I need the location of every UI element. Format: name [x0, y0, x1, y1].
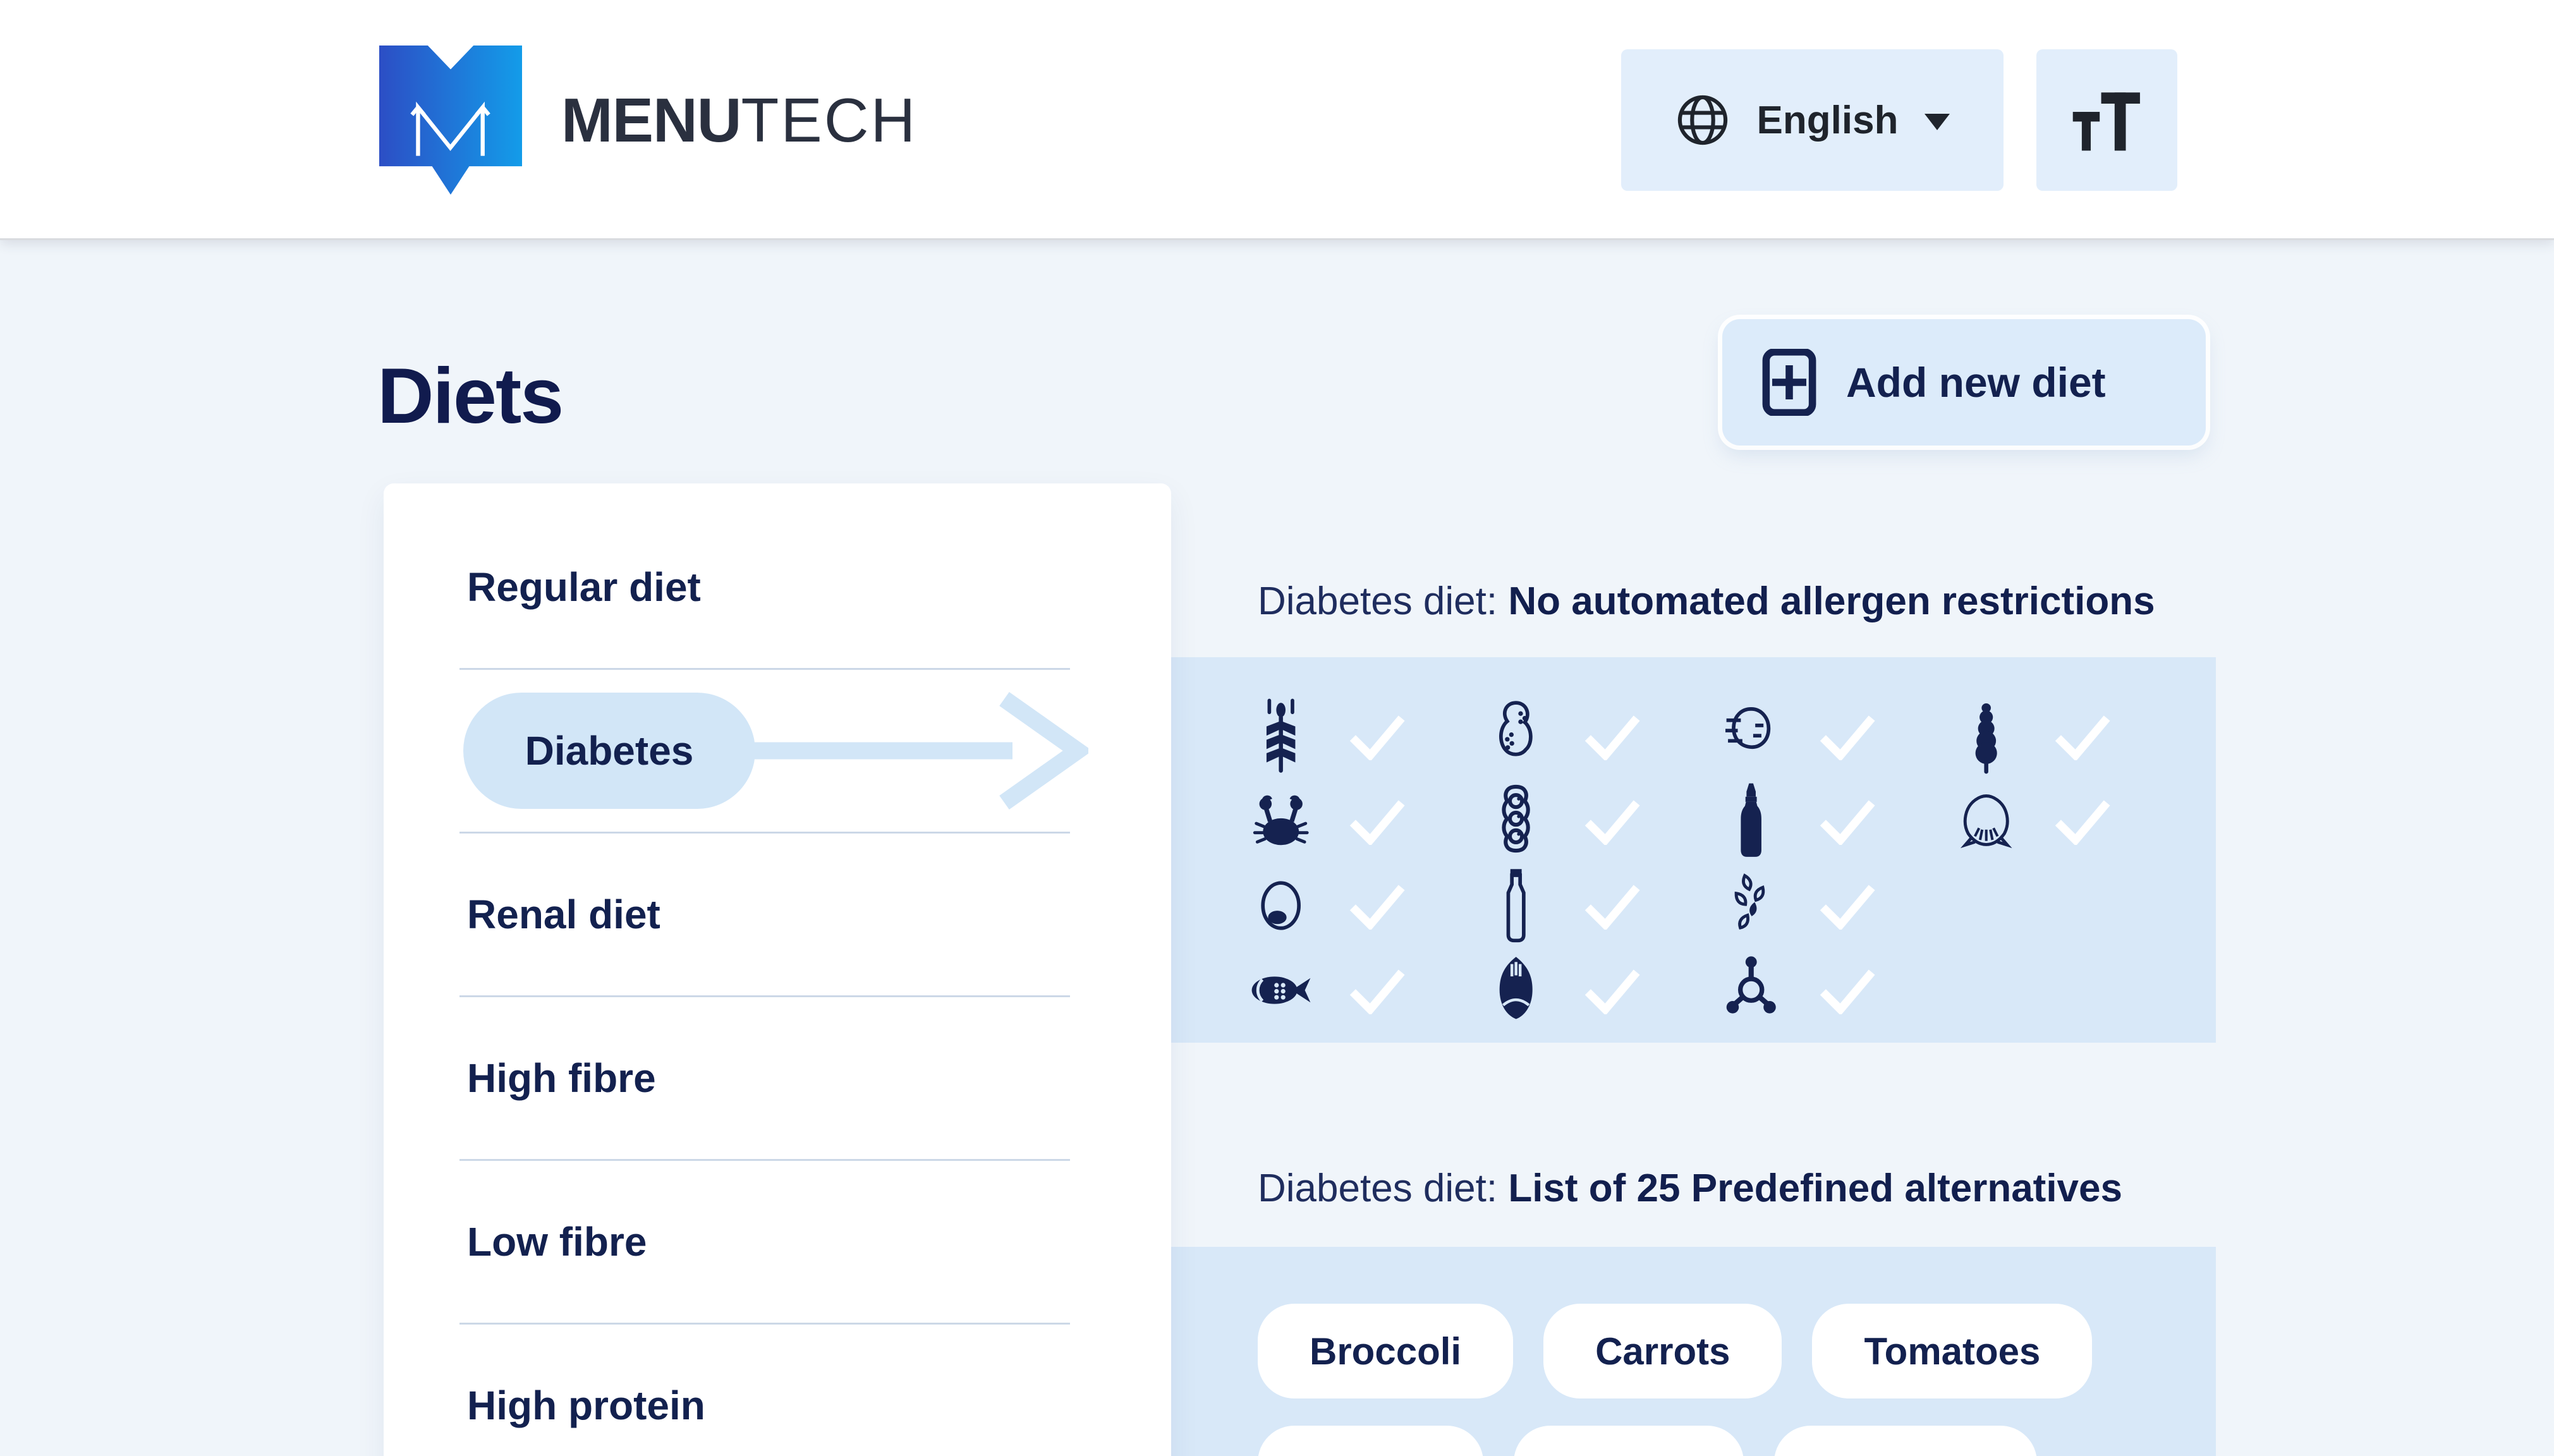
check-icon — [1583, 712, 1641, 760]
check-icon — [1583, 966, 1641, 1014]
diet-item-diabetes[interactable]: Diabetes — [384, 670, 1171, 832]
selected-diet-arrow-icon — [725, 690, 1088, 811]
header-actions: English — [1621, 49, 2177, 191]
divider — [459, 995, 1070, 997]
alternatives-list: Broccoli Carrots Tomatoes Lentils Apples Avoc… — [1171, 1247, 2216, 1456]
allergen-gluten[interactable] — [1248, 696, 1483, 776]
diet-item-regular-diet[interactable]: Regular diet — [384, 506, 1171, 668]
allergen-fish[interactable] — [1248, 950, 1483, 1030]
check-icon — [1818, 797, 1876, 845]
check-icon — [1348, 882, 1406, 930]
diet-item-label: Regular diet — [467, 564, 701, 610]
crab-icon — [1248, 781, 1314, 861]
allergen-panel — [1171, 657, 2216, 1043]
check-icon — [1818, 882, 1876, 930]
allergen-eggs[interactable] — [1248, 866, 1483, 945]
selected-diet-pill[interactable]: Diabetes — [463, 693, 755, 809]
menutech-logo-icon — [379, 46, 522, 195]
allergen-milk[interactable] — [1483, 866, 1718, 945]
divider — [459, 1159, 1070, 1161]
sulphites-icon — [1718, 950, 1784, 1030]
diet-item-high-fibre[interactable]: High fibre — [384, 997, 1171, 1159]
mustard-icon — [1718, 781, 1784, 861]
brand-wordmark-light: TECH — [741, 85, 918, 155]
egg-icon — [1248, 866, 1314, 945]
check-icon — [1348, 966, 1406, 1014]
diet-item-label: Renal diet — [467, 892, 660, 937]
soybean-icon — [1483, 781, 1549, 861]
allergen-heading: Diabetes diet: No automated allergen res… — [1258, 579, 2155, 624]
brand-logo[interactable]: MENUTECH — [379, 46, 917, 195]
allergen-molluscs[interactable] — [1954, 781, 2189, 861]
alternative-pill-broccoli[interactable]: Broccoli — [1258, 1304, 1514, 1398]
diet-item-renal-diet[interactable]: Renal diet — [384, 834, 1171, 995]
celery-icon — [1718, 696, 1784, 776]
sesame-icon — [1718, 866, 1784, 945]
diet-item-high-protein[interactable]: High protein — [384, 1325, 1171, 1456]
allergen-heading-prefix: Diabetes diet: — [1258, 579, 1509, 623]
diet-item-label: Diabetes — [525, 728, 694, 774]
allergen-celery[interactable] — [1718, 696, 1954, 776]
allergen-soybeans[interactable] — [1483, 781, 1718, 861]
allergen-sesame[interactable] — [1718, 866, 1954, 945]
alternatives-panel: Broccoli Carrots Tomatoes Lentils Apples Avoc… — [1171, 1247, 2216, 1456]
alternative-pill-avocado[interactable]: Avocado — [1774, 1426, 2037, 1456]
diet-item-label: Low fibre — [467, 1219, 647, 1265]
alternatives-row: Broccoli Carrots Tomatoes — [1258, 1304, 2216, 1398]
divider — [459, 1323, 1070, 1325]
divider — [459, 668, 1070, 670]
hazelnut-icon — [1483, 950, 1549, 1030]
diet-item-label: High fibre — [467, 1055, 656, 1101]
check-icon — [2053, 712, 2112, 760]
brand-wordmark-bold: MENU — [561, 85, 742, 155]
alternative-pill-apples[interactable]: Apples — [1514, 1426, 1744, 1456]
alternative-pill-tomatoes[interactable]: Tomatoes — [1812, 1304, 2093, 1398]
alternatives-heading-bold: List of 25 Predefined alternatives — [1508, 1167, 2122, 1210]
check-icon — [1583, 797, 1641, 845]
page-title: Diets — [377, 353, 564, 440]
check-icon — [1348, 797, 1406, 845]
text-size-button[interactable] — [2036, 49, 2177, 191]
allergen-mustard[interactable] — [1718, 781, 1954, 861]
check-icon — [2053, 797, 2112, 845]
diet-item-label: High protein — [467, 1383, 705, 1428]
peanut-icon — [1483, 696, 1549, 776]
add-new-diet-button[interactable]: Add new diet — [1722, 319, 2206, 446]
divider — [459, 832, 1070, 834]
check-icon — [1818, 712, 1876, 760]
lupin-icon — [1954, 696, 2019, 776]
alternative-pill-carrots[interactable]: Carrots — [1543, 1304, 1782, 1398]
language-selector-button[interactable]: English — [1621, 49, 2004, 191]
check-icon — [1818, 966, 1876, 1014]
shell-icon — [1954, 781, 2019, 861]
allergen-heading-bold: No automated allergen restrictions — [1508, 579, 2155, 623]
alternatives-heading-prefix: Diabetes diet: — [1258, 1167, 1509, 1210]
alternatives-row: Lentils Apples Avocado — [1258, 1426, 2216, 1456]
allergen-crustaceans[interactable] — [1248, 781, 1483, 861]
allergen-peanuts[interactable] — [1483, 696, 1718, 776]
alternatives-heading: Diabetes diet: List of 25 Predefined alt… — [1258, 1166, 2122, 1211]
fish-icon — [1248, 950, 1314, 1030]
diet-item-low-fibre[interactable]: Low fibre — [384, 1161, 1171, 1323]
check-icon — [1348, 712, 1406, 760]
text-size-icon — [2070, 86, 2144, 154]
allergen-sulphites[interactable] — [1718, 950, 1954, 1030]
allergen-nuts[interactable] — [1483, 950, 1718, 1030]
globe-icon — [1675, 92, 1730, 148]
milk-icon — [1483, 866, 1549, 945]
header: MENUTECH English — [0, 0, 2554, 240]
diet-list-card: Regular diet Diabetes Renal diet High fibre… — [384, 483, 1171, 1456]
brand-wordmark: MENUTECH — [561, 85, 917, 156]
alternative-pill-lentils[interactable]: Lentils — [1258, 1426, 1484, 1456]
diet-list: Regular diet Diabetes Renal diet High fibre… — [384, 506, 1171, 1456]
chevron-down-icon — [1925, 114, 1950, 130]
language-label: English — [1756, 98, 1899, 142]
check-icon — [1583, 882, 1641, 930]
wheat-icon — [1248, 696, 1314, 776]
allergen-lupin[interactable] — [1954, 696, 2189, 776]
allergen-grid — [1171, 657, 2216, 1033]
plus-square-icon — [1761, 349, 1817, 416]
add-new-diet-label: Add new diet — [1846, 359, 2106, 406]
